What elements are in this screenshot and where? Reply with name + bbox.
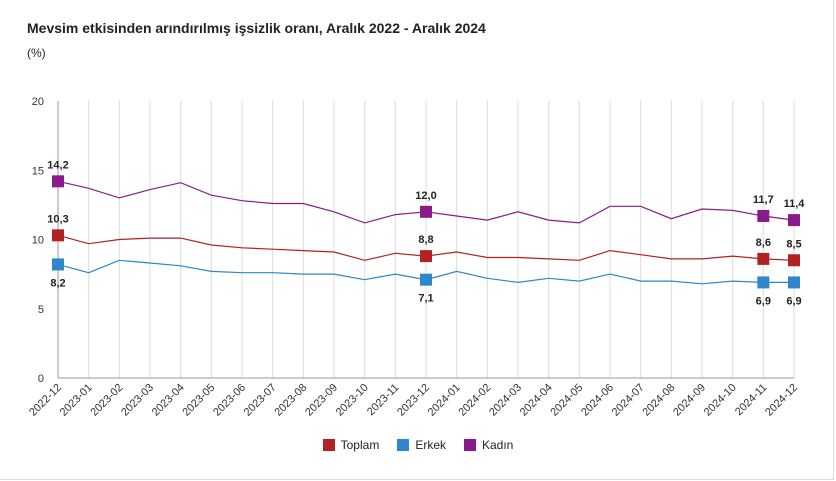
x-tick-label: 2024-05 — [548, 382, 585, 419]
x-tick-label: 2024-02 — [456, 382, 493, 419]
data-label: 7,1 — [418, 293, 433, 305]
data-label: 10,3 — [47, 213, 68, 225]
data-point-marker — [52, 175, 64, 188]
legend-item-kadin[interactable]: Kadın — [464, 438, 513, 452]
x-tick-label: 2022-12 — [27, 382, 64, 419]
x-tick-label: 2023-10 — [334, 382, 371, 419]
x-tick-label: 2023-04 — [150, 382, 187, 419]
data-point-marker — [420, 273, 432, 286]
data-point-marker — [757, 252, 770, 265]
x-tick-label: 2023-07 — [242, 382, 279, 419]
x-tick-label: 2023-03 — [119, 382, 156, 419]
data-label: 6,9 — [786, 295, 801, 307]
legend-label-kadin: Kadın — [482, 438, 514, 452]
data-label: 6,9 — [756, 295, 771, 307]
data-label: 8,8 — [418, 234, 433, 246]
data-point-marker — [757, 276, 770, 289]
x-tick-label: 2024-08 — [640, 382, 677, 419]
legend-label-toplam: Toplam — [340, 438, 380, 452]
unit-label: (%) — [27, 46, 46, 60]
x-tick-label: 2023-02 — [88, 382, 125, 419]
x-tick-label: 2024-12 — [763, 382, 800, 419]
legend-item-erkek[interactable]: Erkek — [397, 438, 446, 452]
data-label: 12,0 — [415, 190, 436, 202]
legend-swatch-kadin — [464, 439, 476, 451]
x-tick-label: 2024-04 — [518, 382, 555, 419]
data-label: 8,2 — [50, 277, 65, 289]
chart-title: Mevsim etkisinden arındırılmış işsizlik … — [27, 20, 486, 36]
data-point-marker — [788, 214, 800, 227]
legend-swatch-toplam — [322, 439, 335, 451]
data-point-marker — [788, 276, 800, 289]
x-tick-label: 2023-08 — [272, 382, 309, 419]
x-tick-label: 2023-06 — [211, 382, 248, 419]
x-tick-label: 2023-01 — [58, 382, 95, 419]
y-tick-label: 5 — [38, 304, 44, 316]
x-tick-label: 2024-01 — [426, 382, 463, 419]
x-tick-label: 2023-05 — [180, 382, 217, 419]
legend: Toplam Erkek Kadın — [0, 438, 836, 452]
data-point-marker — [52, 258, 64, 271]
legend-item-toplam[interactable]: Toplam — [322, 438, 380, 452]
data-point-marker — [52, 229, 64, 242]
data-point-marker — [420, 205, 432, 218]
y-tick-label: 15 — [32, 165, 44, 177]
x-tick-label: 2024-06 — [579, 382, 616, 419]
data-label: 11,4 — [784, 198, 806, 210]
x-tick-label: 2024-03 — [487, 382, 524, 419]
legend-label-erkek: Erkek — [415, 438, 446, 452]
x-tick-label: 2024-09 — [671, 382, 708, 419]
data-label: 8,5 — [786, 238, 801, 250]
y-tick-label: 0 — [38, 373, 44, 385]
data-label: 8,6 — [756, 237, 771, 249]
data-label: 14,2 — [47, 159, 68, 171]
x-tick-label: 2023-11 — [365, 382, 401, 418]
data-label: 11,7 — [753, 194, 774, 206]
x-tick-label: 2024-07 — [610, 382, 647, 419]
x-tick-label: 2024-11 — [733, 382, 769, 418]
data-point-marker — [420, 250, 432, 263]
x-tick-label: 2024-10 — [702, 382, 739, 419]
y-tick-label: 10 — [32, 235, 44, 247]
data-point-marker — [788, 254, 800, 267]
x-tick-label: 2023-12 — [395, 382, 432, 419]
x-tick-label: 2023-09 — [303, 382, 340, 419]
legend-swatch-erkek — [397, 439, 410, 451]
data-point-marker — [757, 209, 770, 222]
y-tick-label: 20 — [32, 96, 44, 108]
